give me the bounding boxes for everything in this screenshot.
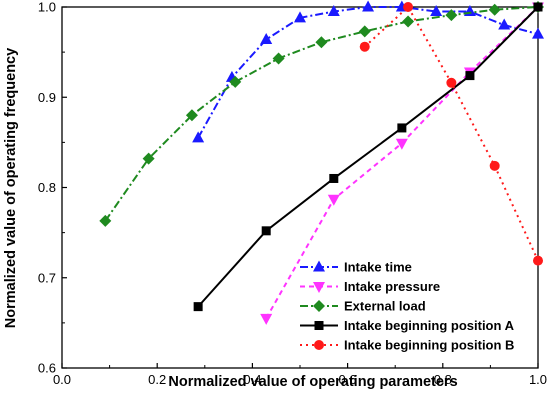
x-tick-label: 0.4	[243, 372, 261, 387]
legend-marker	[314, 340, 324, 350]
series-line	[197, 6, 539, 139]
data-point	[489, 160, 500, 171]
legend-label: Intake pressure	[344, 279, 440, 294]
x-tick-label: 0.2	[148, 372, 166, 387]
legend-item: Intake time	[300, 260, 412, 275]
data-point	[142, 152, 155, 165]
x-tick-label: 0.6	[339, 372, 357, 387]
data-point	[465, 71, 475, 81]
legend-label: Intake beginning position B	[344, 338, 514, 353]
x-tick-label: 0.0	[53, 372, 71, 387]
data-point	[294, 11, 306, 23]
data-point	[498, 18, 511, 30]
data-point	[395, 138, 408, 150]
series-2	[99, 1, 544, 227]
x-tick-label: 1.0	[529, 372, 547, 387]
x-tick-label: 0.8	[434, 372, 452, 387]
data-point	[329, 173, 339, 183]
series-line	[104, 6, 539, 222]
y-tick-label: 0.8	[38, 180, 56, 195]
y-axis-title: Normalized value of operating frequency	[3, 48, 19, 328]
data-point	[533, 2, 543, 12]
data-point	[402, 15, 415, 28]
data-point	[327, 5, 340, 17]
data-point	[99, 214, 112, 227]
y-tick-label: 0.6	[38, 361, 56, 376]
series-4	[359, 2, 543, 266]
data-point	[430, 5, 443, 17]
series-layer	[99, 0, 544, 325]
data-point	[260, 32, 273, 44]
data-point	[260, 313, 273, 325]
legend-marker	[313, 282, 325, 293]
data-point	[315, 36, 328, 49]
series-1	[260, 2, 544, 325]
data-point	[397, 123, 407, 133]
x-axis-title: Normalized value of operating parameters	[168, 374, 457, 390]
legend-item: Intake beginning position B	[300, 338, 514, 353]
legend-marker	[314, 321, 324, 330]
data-point	[533, 255, 543, 266]
data-point	[261, 226, 271, 236]
legend-label: Intake time	[344, 260, 412, 275]
legend-item: Intake pressure	[300, 279, 440, 294]
data-point	[358, 25, 371, 38]
legend-marker	[313, 260, 325, 272]
legend-marker	[313, 300, 325, 312]
data-point	[403, 2, 414, 12]
y-tick-label: 0.9	[38, 90, 56, 105]
data-point	[532, 27, 544, 39]
series-3	[193, 2, 543, 312]
series-0	[192, 0, 544, 143]
legend-item: External load	[300, 299, 426, 314]
legend-label: Intake beginning position A	[344, 318, 515, 333]
plot-frame	[61, 6, 539, 369]
legend-label: External load	[344, 299, 426, 314]
legend-item: Intake beginning position A	[300, 318, 515, 333]
y-tick-label: 1.0	[38, 0, 56, 15]
series-line	[364, 5, 539, 262]
data-point	[185, 109, 198, 122]
data-point	[446, 77, 457, 88]
data-point	[327, 194, 340, 206]
data-point	[359, 41, 370, 52]
data-point	[193, 302, 203, 312]
data-point	[192, 131, 205, 143]
series-line	[197, 6, 539, 308]
data-point	[362, 0, 375, 12]
data-point	[272, 52, 285, 65]
legend: Intake time Intake pressure External load I…	[300, 260, 515, 353]
data-point	[229, 75, 242, 88]
y-tick-label: 0.7	[38, 270, 56, 285]
axes: 0.0 0.2 0.4 0.6 0.8 1.0 0.6 0.7 0.8 0.9 1.0	[38, 0, 547, 387]
data-point	[445, 9, 458, 22]
data-point	[488, 3, 501, 16]
